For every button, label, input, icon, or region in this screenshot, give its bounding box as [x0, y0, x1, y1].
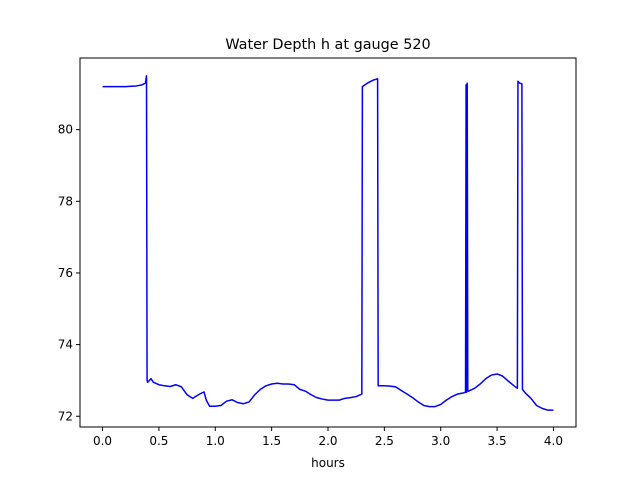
y-tick-label: 72 [58, 409, 73, 423]
x-tick-label: 1.0 [206, 434, 225, 448]
x-tick-label: 3.5 [488, 434, 507, 448]
x-axis: 0.0 0.5 1.0 1.5 2.0 2.5 3.0 3.5 4.0 [93, 427, 563, 448]
x-tick-label: 0.0 [93, 434, 112, 448]
x-tick-label: 1.5 [262, 434, 281, 448]
x-tick-label: 2.5 [375, 434, 394, 448]
x-tick-label: 0.5 [149, 434, 168, 448]
chart-title: Water Depth h at gauge 520 [225, 37, 430, 53]
x-tick-label: 4.0 [544, 434, 563, 448]
x-tick-label: 2.0 [318, 434, 337, 448]
y-tick-label: 78 [58, 194, 73, 208]
series-layer [102, 75, 554, 411]
plot-area [80, 58, 576, 427]
x-axis-label: hours [311, 456, 345, 470]
y-axis: 72 74 76 78 80 [58, 123, 80, 423]
y-tick-label: 80 [58, 123, 73, 137]
series-line-0 [102, 75, 554, 411]
y-tick-label: 74 [58, 338, 73, 352]
x-tick-label: 3.0 [431, 434, 450, 448]
y-tick-label: 76 [58, 266, 73, 280]
